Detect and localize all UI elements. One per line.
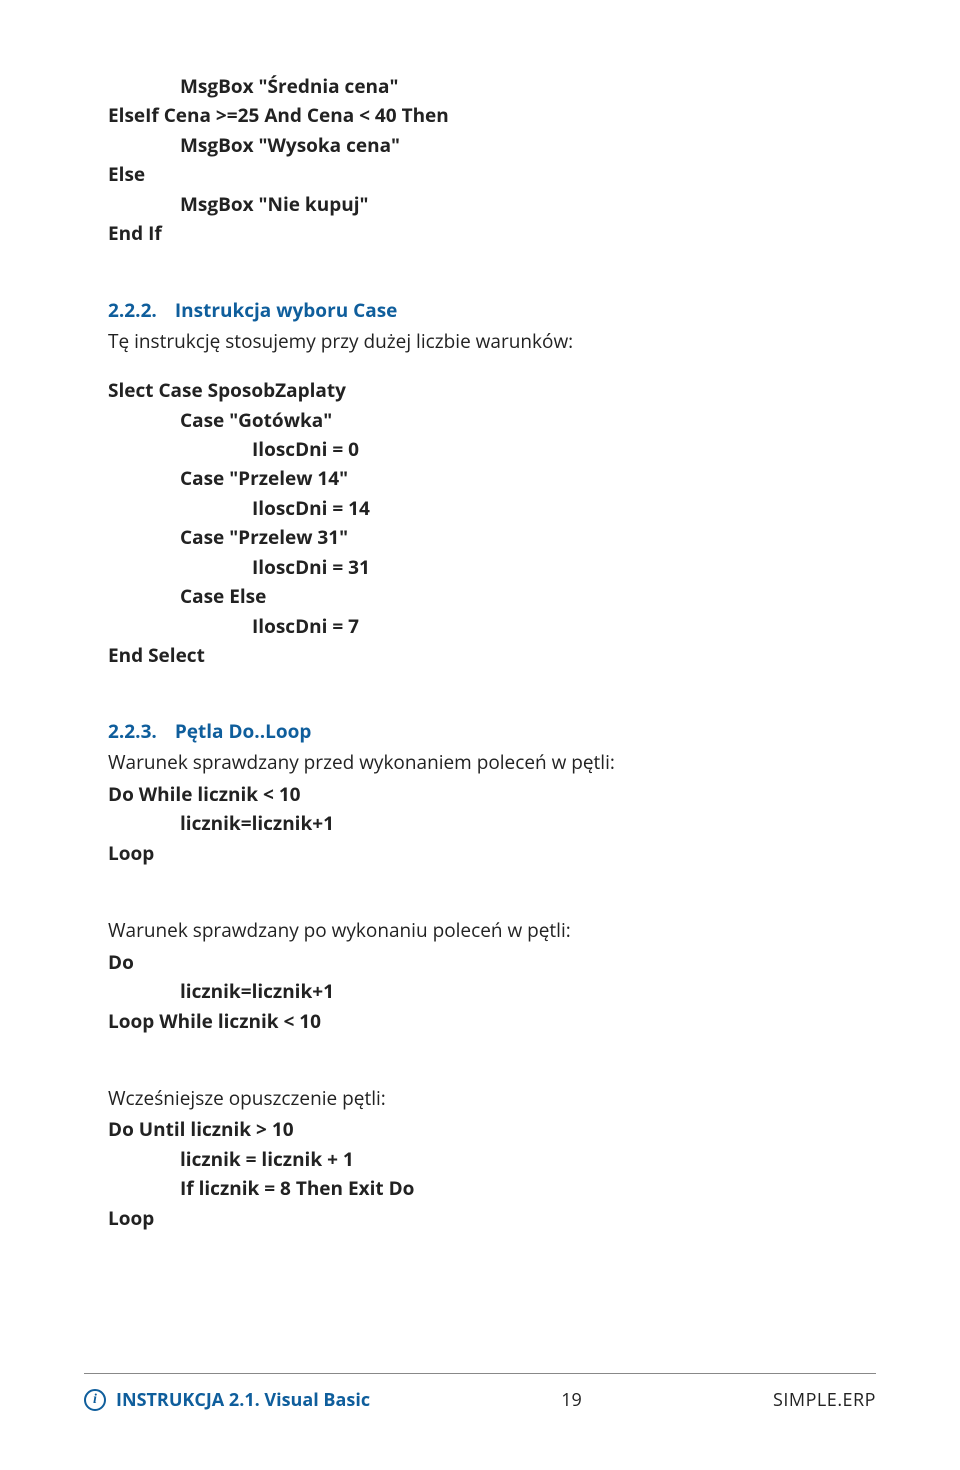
code-line: Else bbox=[108, 160, 876, 189]
code-line: Do bbox=[108, 948, 876, 977]
footer-right: SIMPLE.ERP bbox=[773, 1388, 876, 1412]
code-block-223-2: Do licznik=licznik+1 Loop While licznik … bbox=[108, 948, 876, 1036]
code-block-222: Slect Case SposobZaplaty Case "Gotówka" … bbox=[108, 376, 876, 670]
code-line: Loop bbox=[108, 1204, 876, 1233]
para-223-2: Warunek sprawdzany po wykonaniu poleceń … bbox=[108, 916, 876, 945]
code-line: licznik=licznik+1 bbox=[108, 809, 876, 838]
intro-222: Tę instrukcję stosujemy przy dużej liczb… bbox=[108, 327, 876, 356]
page-number: 19 bbox=[561, 1388, 582, 1412]
para-223-3: Wcześniejsze opuszczenie pętli: bbox=[108, 1084, 876, 1113]
para-223-1: Warunek sprawdzany przed wykonaniem pole… bbox=[108, 748, 876, 777]
code-line: End If bbox=[108, 219, 876, 248]
code-block-223-3: Do Until licznik > 10 licznik = licznik … bbox=[108, 1115, 876, 1233]
code-line: If licznik = 8 Then Exit Do bbox=[108, 1174, 876, 1203]
code-line: Case Else bbox=[108, 582, 876, 611]
code-line: IloscDni = 31 bbox=[108, 553, 876, 582]
heading-223: 2.2.3. Pętla Do..Loop bbox=[108, 718, 876, 744]
heading-title: Instrukcja wyboru Case bbox=[175, 297, 398, 323]
code-line: licznik = licznik + 1 bbox=[108, 1145, 876, 1174]
code-line: Slect Case SposobZaplaty bbox=[108, 376, 876, 405]
code-line: IloscDni = 14 bbox=[108, 494, 876, 523]
info-icon: i bbox=[84, 1389, 106, 1411]
code-line: MsgBox "Wysoka cena" bbox=[108, 131, 876, 160]
heading-number: 2.2.3. bbox=[108, 718, 157, 744]
code-line: ElseIf Cena >=25 And Cena < 40 Then bbox=[108, 101, 876, 130]
code-block-223-1: Do While licznik < 10 licznik=licznik+1 … bbox=[108, 780, 876, 868]
heading-222: 2.2.2. Instrukcja wyboru Case bbox=[108, 297, 876, 323]
code-line: Case "Przelew 31" bbox=[108, 523, 876, 552]
code-line: Case "Gotówka" bbox=[108, 406, 876, 435]
heading-title: Pętla Do..Loop bbox=[175, 718, 312, 744]
code-line: IloscDni = 0 bbox=[108, 435, 876, 464]
code-block-1: MsgBox "Średnia cena" ElseIf Cena >=25 A… bbox=[108, 72, 876, 249]
page-content: MsgBox "Średnia cena" ElseIf Cena >=25 A… bbox=[0, 0, 960, 1233]
code-line: Loop bbox=[108, 839, 876, 868]
code-line: Do While licznik < 10 bbox=[108, 780, 876, 809]
footer-title: INSTRUKCJA 2.1. Visual Basic bbox=[116, 1388, 370, 1412]
footer-rule bbox=[84, 1373, 876, 1374]
code-line: End Select bbox=[108, 641, 876, 670]
heading-number: 2.2.2. bbox=[108, 297, 157, 323]
code-line: Loop While licznik < 10 bbox=[108, 1007, 876, 1036]
code-line: MsgBox "Średnia cena" bbox=[108, 72, 876, 101]
footer-left: i INSTRUKCJA 2.1. Visual Basic bbox=[84, 1388, 370, 1412]
code-line: licznik=licznik+1 bbox=[108, 977, 876, 1006]
page-footer: i INSTRUKCJA 2.1. Visual Basic 19 SIMPLE… bbox=[84, 1373, 876, 1412]
code-line: Case "Przelew 14" bbox=[108, 464, 876, 493]
code-line: IloscDni = 7 bbox=[108, 612, 876, 641]
code-line: MsgBox "Nie kupuj" bbox=[108, 190, 876, 219]
code-line: Do Until licznik > 10 bbox=[108, 1115, 876, 1144]
